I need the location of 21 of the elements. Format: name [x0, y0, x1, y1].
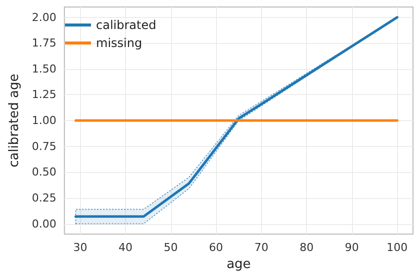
x-tick-label: 80	[300, 241, 314, 254]
x-axis-title: age	[226, 257, 251, 272]
x-tick-label: 30	[73, 241, 88, 254]
y-tick-label: 1.25	[32, 88, 56, 102]
y-axis-title: calibrated age	[7, 74, 22, 168]
y-tick-label: 1.75	[32, 36, 56, 50]
x-tick-label: 40	[118, 241, 133, 254]
x-tick-label: 100	[386, 241, 408, 254]
y-tick-label: 1.00	[32, 114, 56, 128]
y-tick-label: 0.75	[32, 140, 56, 153]
y-tick-label: 0.25	[32, 191, 56, 204]
x-tick-label: 50	[164, 241, 178, 254]
y-tick-label: 1.50	[32, 62, 56, 76]
x-tick-label: 70	[254, 241, 268, 254]
x-tick-label: 60	[209, 241, 224, 254]
legend-label: calibrated	[96, 18, 156, 32]
y-tick-label: 2.00	[32, 10, 56, 24]
x-tick-label: 90	[344, 241, 359, 254]
legend-label: missing	[96, 36, 142, 50]
y-tick-label: 0.00	[32, 217, 56, 230]
y-tick-label: 0.50	[32, 166, 56, 179]
